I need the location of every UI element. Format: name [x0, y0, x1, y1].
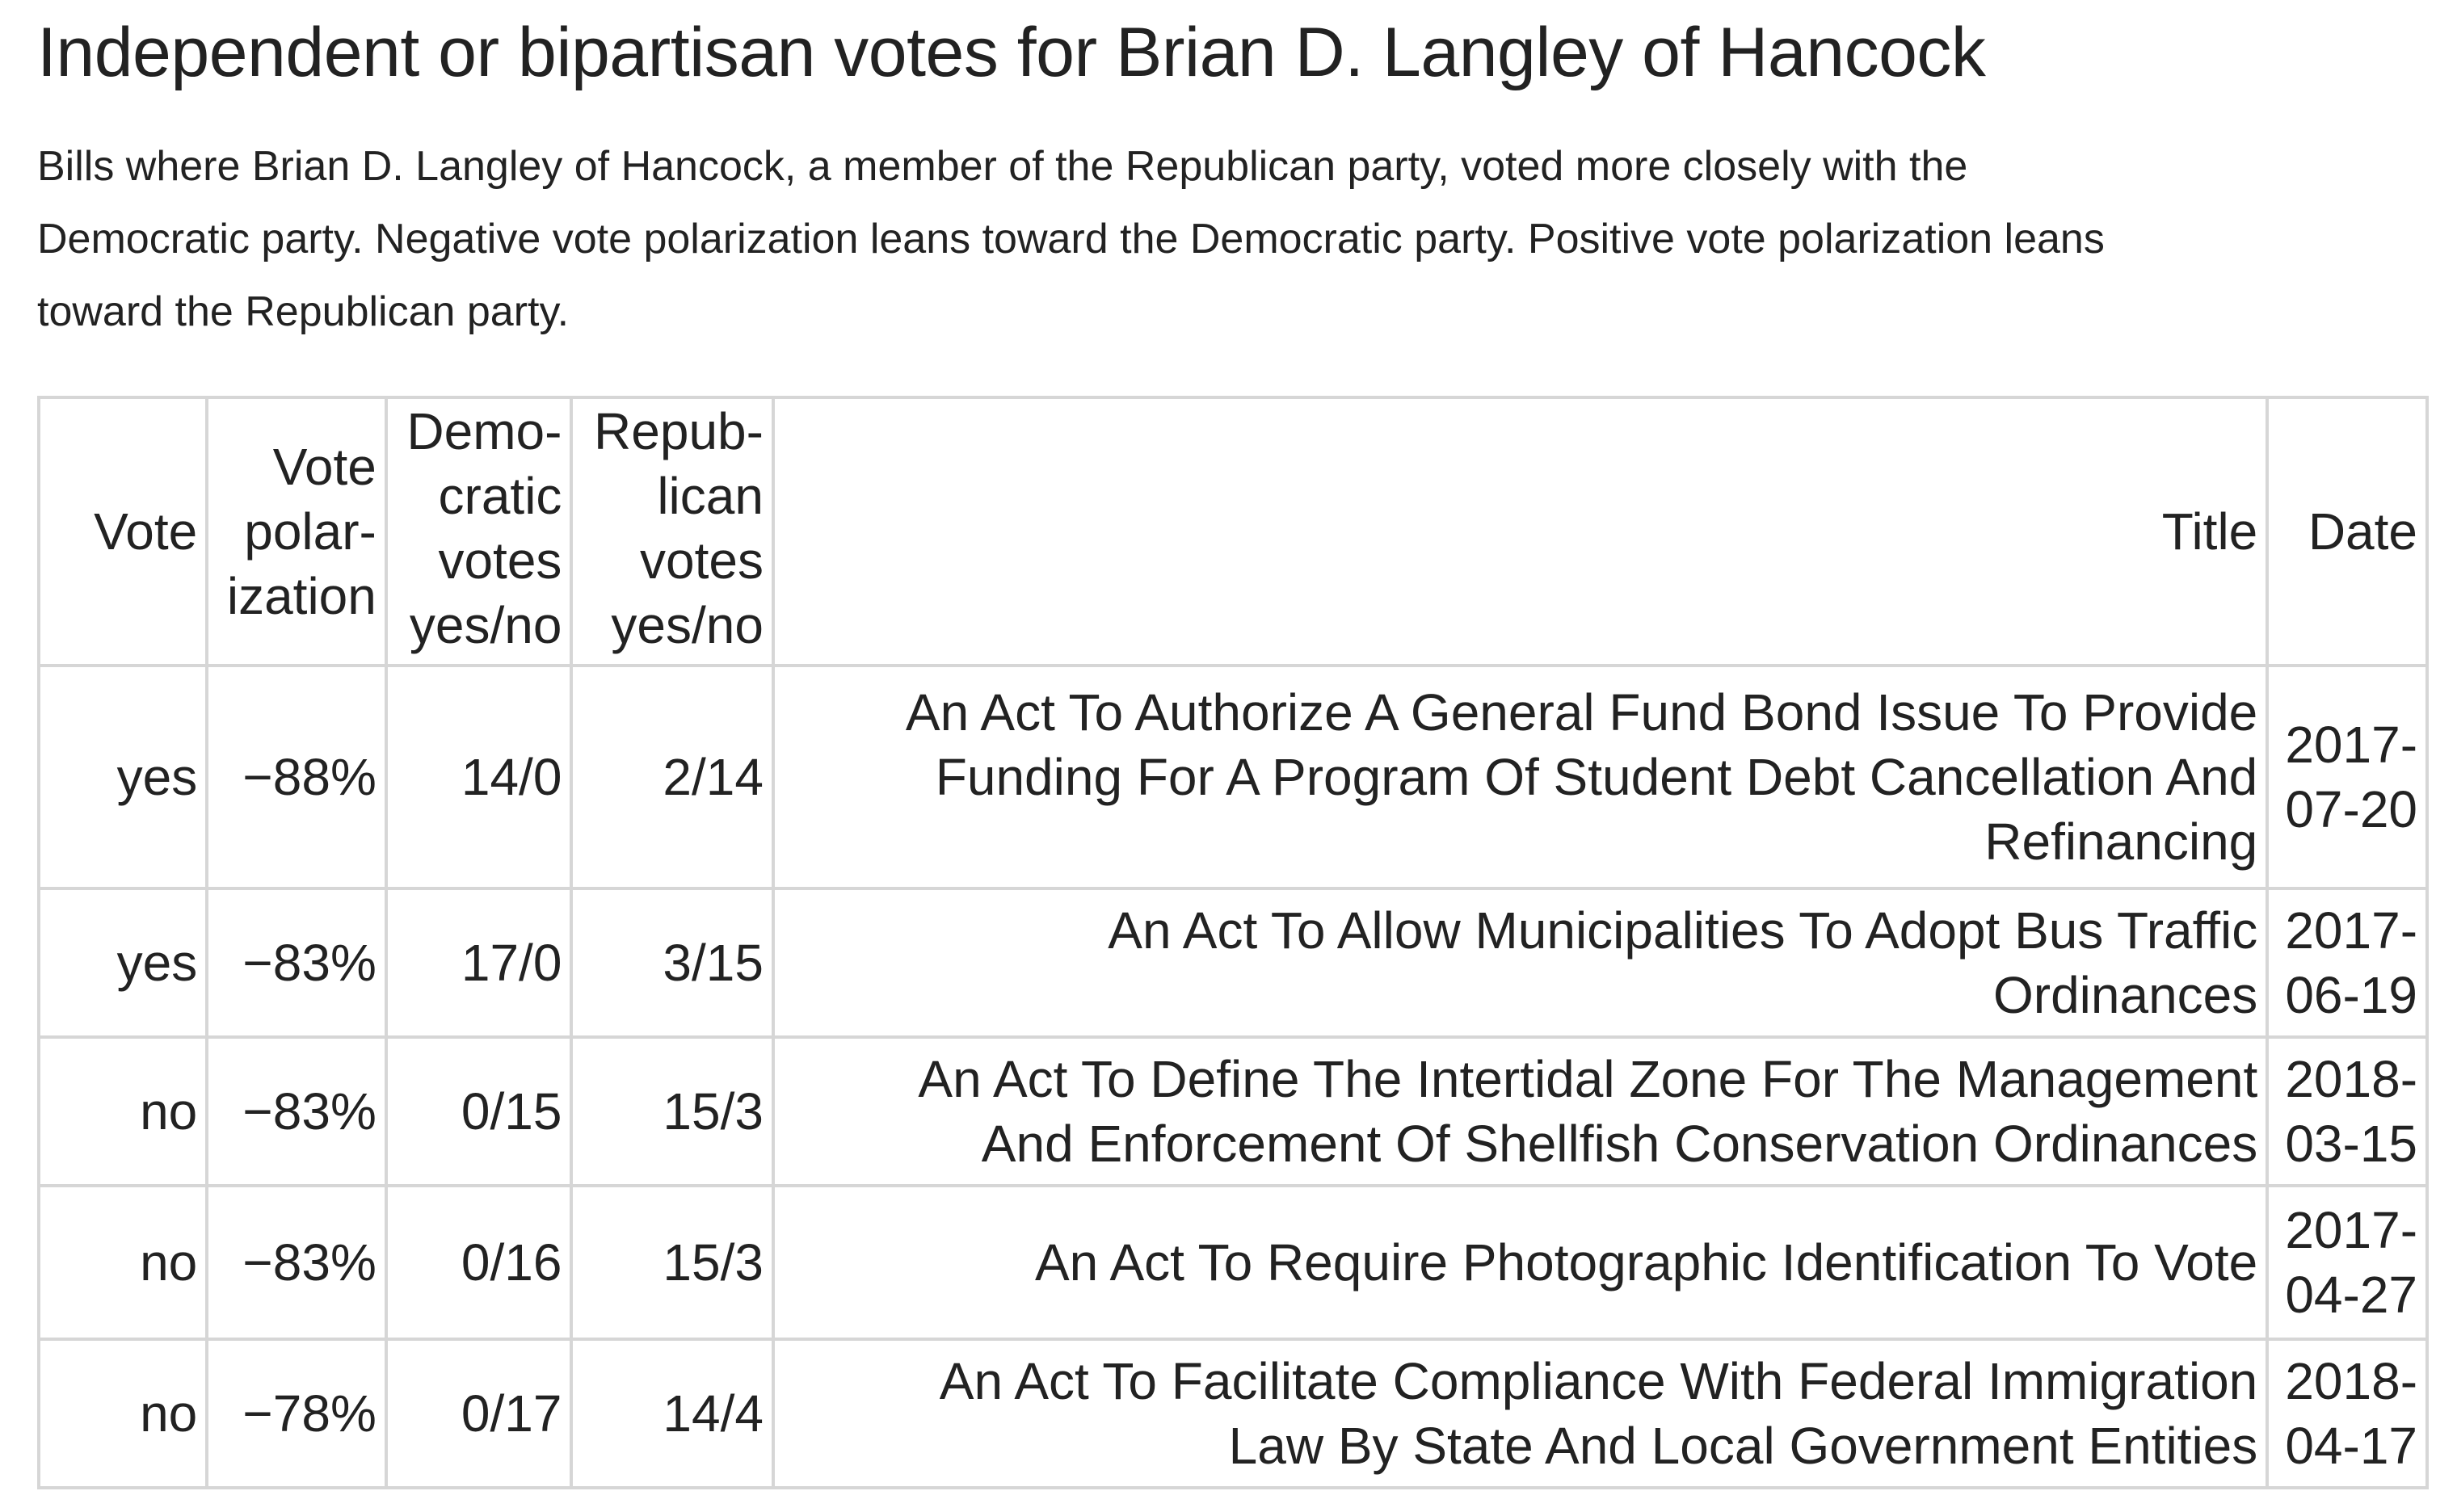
date-line: 04-17: [2285, 1417, 2417, 1475]
title-line: Refinancing: [1984, 813, 2258, 871]
cell-vote: no: [36, 1035, 209, 1187]
cell-date: 2018- 04-17: [2266, 1338, 2429, 1489]
intro-paragraph: Bills where Brian D. Langley of Hancock,…: [37, 130, 2429, 348]
header-vote[interactable]: Vote: [36, 396, 209, 667]
header-democratic-votes[interactable]: Demo- cratic votes yes/no: [384, 396, 574, 667]
header-polarization-line: ization: [226, 567, 377, 625]
page-title: Independent or bipartisan votes for Bria…: [37, 14, 1986, 91]
date-line: 2017-: [2285, 901, 2417, 960]
header-title-label: Title: [2161, 502, 2258, 561]
header-title[interactable]: Title: [771, 396, 2270, 667]
cell-polarization: −88%: [205, 664, 388, 890]
cell-title[interactable]: An Act To Require Photographic Identific…: [771, 1184, 2270, 1341]
table-row: no −78% 0/17 14/4 An Act To Facilitate C…: [36, 1338, 2429, 1489]
cell-vote: yes: [36, 664, 209, 890]
cell-title[interactable]: An Act To Authorize A General Fund Bond …: [771, 664, 2270, 890]
date-line: 2018-: [2285, 1352, 2417, 1410]
title-line: Ordinances: [1992, 966, 2258, 1024]
table-row: yes −88% 14/0 2/14 An Act To Authorize A…: [36, 664, 2429, 890]
title-line: Funding For A Program Of Student Debt Ca…: [935, 748, 2258, 806]
intro-line: Bills where Brian D. Langley of Hancock,…: [37, 142, 1968, 190]
date-line: 2017-: [2285, 716, 2417, 774]
table-row: no −83% 0/16 15/3 An Act To Require Phot…: [36, 1184, 2429, 1341]
title-line: And Enforcement Of Shellfish Conservatio…: [981, 1115, 2258, 1173]
cell-date: 2018- 03-15: [2266, 1035, 2429, 1187]
votes-table: Vote Vote polar- ization Demo- cratic vo…: [36, 396, 2429, 1489]
cell-vote: no: [36, 1184, 209, 1341]
header-date-label: Date: [2308, 502, 2417, 561]
cell-democratic-votes: 17/0: [384, 887, 574, 1039]
date-line: 07-20: [2285, 780, 2417, 838]
table-header-row: Vote Vote polar- ization Demo- cratic vo…: [36, 396, 2429, 667]
cell-republican-votes: 3/15: [570, 887, 775, 1039]
header-democratic-line: yes/no: [409, 596, 562, 654]
header-republican-votes[interactable]: Repub- lican votes yes/no: [570, 396, 775, 667]
header-date[interactable]: Date: [2266, 396, 2429, 667]
cell-republican-votes: 15/3: [570, 1184, 775, 1341]
header-democratic-line: Demo-: [406, 402, 562, 460]
date-line: 06-19: [2285, 966, 2417, 1024]
cell-republican-votes: 14/4: [570, 1338, 775, 1489]
cell-vote: no: [36, 1338, 209, 1489]
cell-republican-votes: 2/14: [570, 664, 775, 890]
header-republican-line: Repub-: [594, 402, 764, 460]
cell-vote: yes: [36, 887, 209, 1039]
cell-title[interactable]: An Act To Allow Municipalities To Adopt …: [771, 887, 2270, 1039]
title-line: An Act To Define The Intertidal Zone For…: [918, 1050, 2258, 1108]
header-republican-line: yes/no: [611, 596, 764, 654]
cell-title[interactable]: An Act To Facilitate Compliance With Fed…: [771, 1338, 2270, 1489]
cell-date: 2017- 06-19: [2266, 887, 2429, 1039]
cell-date: 2017- 04-27: [2266, 1184, 2429, 1341]
date-line: 04-27: [2285, 1266, 2417, 1324]
cell-polarization: −83%: [205, 1035, 388, 1187]
header-vote-label: Vote: [94, 502, 198, 561]
intro-line: toward the Republican party.: [37, 288, 570, 335]
header-democratic-line: votes: [438, 531, 562, 590]
header-polarization-line: polar-: [244, 502, 377, 561]
title-line: Law By State And Local Government Entiti…: [1228, 1417, 2258, 1475]
cell-republican-votes: 15/3: [570, 1035, 775, 1187]
date-line: 03-15: [2285, 1115, 2417, 1173]
title-line: An Act To Facilitate Compliance With Fed…: [939, 1352, 2258, 1410]
header-republican-line: lican: [657, 467, 764, 525]
cell-title[interactable]: An Act To Define The Intertidal Zone For…: [771, 1035, 2270, 1187]
header-polarization-line: Vote: [272, 438, 377, 496]
date-line: 2017-: [2285, 1201, 2417, 1259]
title-line: An Act To Require Photographic Identific…: [1034, 1233, 2258, 1292]
page-content: Independent or bipartisan votes for Bria…: [36, 0, 2429, 1489]
cell-polarization: −83%: [205, 1184, 388, 1341]
intro-line: Democratic party. Negative vote polariza…: [37, 215, 2105, 262]
header-polarization[interactable]: Vote polar- ization: [205, 396, 388, 667]
title-line: An Act To Allow Municipalities To Adopt …: [1108, 901, 2258, 960]
title-line: An Act To Authorize A General Fund Bond …: [905, 683, 2258, 741]
header-republican-line: votes: [639, 531, 764, 590]
cell-date: 2017- 07-20: [2266, 664, 2429, 890]
table-row: yes −83% 17/0 3/15 An Act To Allow Munic…: [36, 887, 2429, 1039]
date-line: 2018-: [2285, 1050, 2417, 1108]
cell-democratic-votes: 14/0: [384, 664, 574, 890]
cell-polarization: −83%: [205, 887, 388, 1039]
cell-polarization: −78%: [205, 1338, 388, 1489]
cell-democratic-votes: 0/16: [384, 1184, 574, 1341]
header-democratic-line: cratic: [438, 467, 562, 525]
cell-democratic-votes: 0/17: [384, 1338, 574, 1489]
cell-democratic-votes: 0/15: [384, 1035, 574, 1187]
table-row: no −83% 0/15 15/3 An Act To Define The I…: [36, 1035, 2429, 1187]
